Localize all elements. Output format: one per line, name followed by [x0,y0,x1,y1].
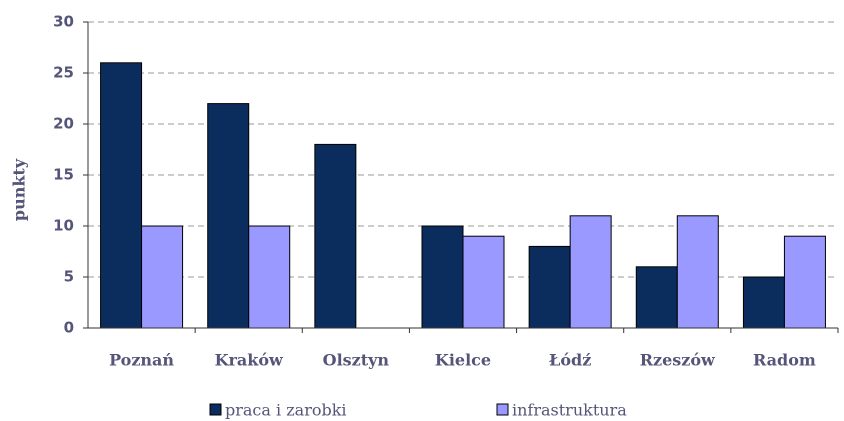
bar [528,245,571,329]
x-tick-label: Radom [753,351,816,370]
y-tick-label: 0 [64,319,74,337]
x-tick-label: Poznań [109,351,174,370]
x-tick-label: Kraków [215,351,284,370]
bar [569,215,612,329]
x-tick-label: Olsztyn [323,351,390,370]
legend-label: praca i zarobki [225,401,347,420]
x-tick-label: Kielce [435,351,491,370]
bar [141,225,184,329]
bar [248,225,291,329]
bar [742,276,785,329]
y-tick-label: 10 [53,217,74,235]
y-tick-label: 30 [53,13,74,31]
legend-swatch [209,403,222,416]
bar [783,235,826,329]
legend-label: infrastruktura [512,401,627,420]
x-tick-label: Rzeszów [640,351,716,370]
bar [314,143,357,329]
bar [421,225,464,329]
y-tick-label: 20 [53,115,74,133]
y-tick-label: 5 [64,268,74,286]
y-tick-label: 25 [53,64,74,82]
y-axis-label: punkty [10,158,29,221]
bar [676,215,719,329]
legend-swatch [496,403,509,416]
bar [207,103,250,329]
bar [100,62,143,329]
bar [462,235,505,329]
y-tick-label: 15 [53,166,74,184]
x-tick-label: Łódź [549,351,591,370]
bar [635,266,678,329]
